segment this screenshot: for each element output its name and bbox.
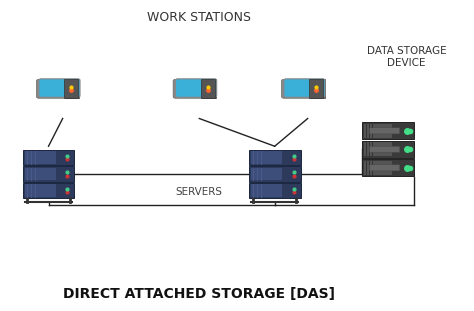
FancyBboxPatch shape [66,79,80,98]
FancyBboxPatch shape [311,79,325,98]
FancyBboxPatch shape [362,122,414,139]
FancyBboxPatch shape [284,79,325,97]
FancyBboxPatch shape [39,79,80,97]
FancyBboxPatch shape [369,165,400,171]
FancyBboxPatch shape [23,183,74,198]
Text: WORK STATIONS: WORK STATIONS [147,11,251,24]
FancyBboxPatch shape [362,159,414,176]
FancyBboxPatch shape [25,184,56,197]
FancyBboxPatch shape [23,166,74,182]
FancyBboxPatch shape [175,79,217,97]
FancyBboxPatch shape [202,79,216,98]
FancyBboxPatch shape [25,151,56,164]
FancyBboxPatch shape [64,79,78,98]
FancyBboxPatch shape [249,166,301,182]
FancyBboxPatch shape [201,79,215,98]
FancyBboxPatch shape [173,79,215,98]
FancyBboxPatch shape [309,79,323,98]
FancyBboxPatch shape [249,150,301,165]
FancyBboxPatch shape [364,124,392,138]
FancyBboxPatch shape [282,79,324,98]
Text: DATA STORAGE
DEVICE: DATA STORAGE DEVICE [367,46,447,68]
FancyBboxPatch shape [36,79,79,98]
FancyBboxPatch shape [369,128,400,134]
FancyBboxPatch shape [23,150,74,165]
FancyBboxPatch shape [251,184,282,197]
FancyBboxPatch shape [364,142,392,156]
FancyBboxPatch shape [251,151,282,164]
FancyBboxPatch shape [369,146,400,152]
FancyBboxPatch shape [25,168,56,180]
Text: DIRECT ATTACHED STORAGE [DAS]: DIRECT ATTACHED STORAGE [DAS] [64,287,335,301]
FancyBboxPatch shape [362,141,414,158]
FancyBboxPatch shape [249,183,301,198]
FancyBboxPatch shape [364,161,392,175]
FancyBboxPatch shape [251,168,282,180]
Text: SERVERS: SERVERS [176,188,223,197]
